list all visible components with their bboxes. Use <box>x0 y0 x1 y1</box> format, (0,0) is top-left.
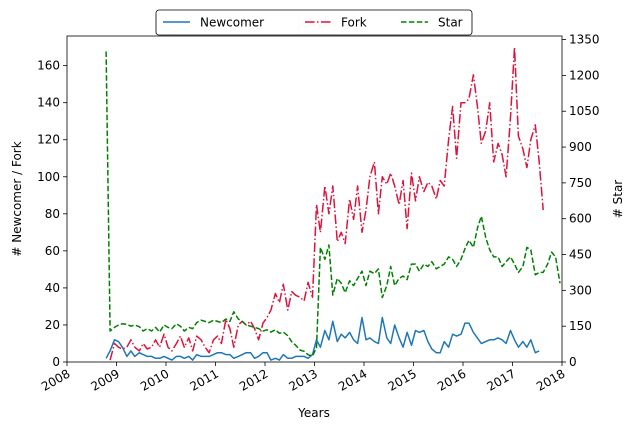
y-right-tick-label: 300 <box>569 283 592 297</box>
y-axis-right: 0 150 300 450 600 750 900 1050 1200 1350 <box>562 33 600 369</box>
y-left-tick-label: 100 <box>37 170 60 184</box>
legend-fork-label: Fork <box>341 16 367 30</box>
y-axis-left: 0 20 40 60 80 100 120 140 160 <box>37 59 67 369</box>
y-left-tick-label: 20 <box>45 318 60 332</box>
series-layer <box>105 46 561 361</box>
y-right-tick-label: 0 <box>569 355 577 369</box>
y-left-tick-label: 140 <box>37 96 60 110</box>
y-right-tick-label: 1200 <box>569 68 600 82</box>
y-left-tick-label: 160 <box>37 59 60 73</box>
y-right-tick-label: 750 <box>569 176 592 190</box>
y-axis-left-label: # Newcomer / Fork <box>10 141 24 256</box>
y-left-tick-label: 40 <box>45 281 60 295</box>
y-right-tick-label: 900 <box>569 140 592 154</box>
series-line-newcomer <box>105 316 540 361</box>
y-left-tick-label: 120 <box>37 133 60 147</box>
y-left-tick-label: 0 <box>52 355 60 369</box>
y-right-tick-label: 600 <box>569 212 592 226</box>
y-right-tick-label: 1050 <box>569 104 600 118</box>
y-left-tick-label: 80 <box>45 207 60 221</box>
y-left-tick-label: 60 <box>45 244 60 258</box>
y-right-tick-label: 150 <box>569 319 592 333</box>
x-axis-label: Years <box>297 406 330 420</box>
series-line-star <box>105 51 561 357</box>
legend-newcomer-label: Newcomer <box>200 16 264 30</box>
y-axis-right-label: # Star <box>611 180 625 219</box>
series-line-fork <box>109 46 544 361</box>
y-right-tick-label: 450 <box>569 248 592 262</box>
legend-star-label: Star <box>438 16 463 30</box>
y-right-tick-label: 1350 <box>569 33 600 47</box>
legend: Newcomer Fork Star <box>155 9 473 36</box>
